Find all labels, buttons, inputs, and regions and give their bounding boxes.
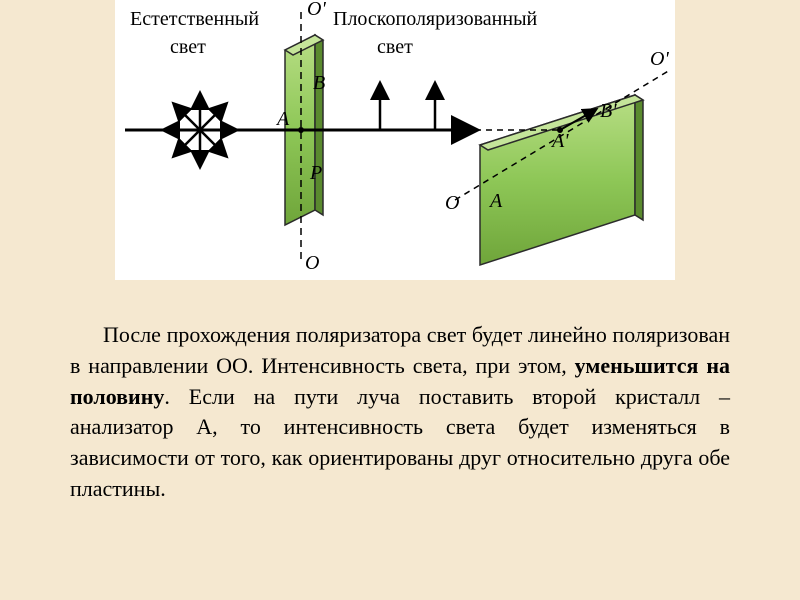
label-o-prime: O' [307,0,326,21]
label-natural-bottom: свет [170,36,206,59]
label-a2: A [490,190,502,213]
label-a: A [277,108,289,131]
label-o: O [305,252,319,275]
label-b-prime: B' [600,100,617,123]
label-o2: O [445,192,459,215]
label-natural-top: Естетственный [130,8,259,31]
label-a-prime: A' [552,130,569,153]
label-p: P [310,162,322,185]
natural-light-star [165,95,235,165]
polarized-arrows [380,85,435,130]
caption-paragraph: После прохождения поляризатора свет буде… [70,320,730,505]
label-b: B [313,72,325,95]
caption-post: . Если на пути луча поставить второй кри… [70,384,730,501]
label-polarized-bottom: свет [377,36,413,59]
label-o-prime-2: O' [650,48,669,71]
label-polarized-top: Плоскополяризованный [333,8,537,31]
polarization-diagram: Естетственный свет Плоскополяризованный … [115,0,675,280]
analyzer-plate [480,95,643,265]
